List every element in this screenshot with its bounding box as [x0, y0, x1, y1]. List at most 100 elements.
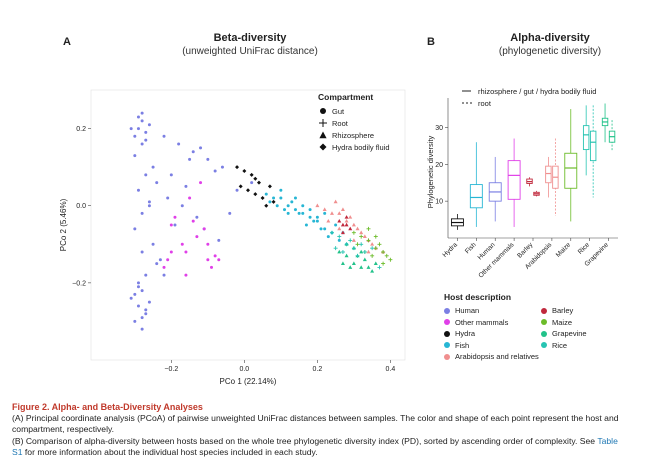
point-gut	[147, 204, 151, 208]
point-root	[351, 230, 356, 235]
table-link[interactable]: Table	[597, 435, 618, 446]
legend-item-hydra-fluid: Hydra bodily fluid	[318, 141, 390, 153]
point-root	[333, 246, 338, 251]
point-gut	[286, 204, 290, 208]
box-arabidopsis	[552, 138, 559, 216]
point-gut	[319, 227, 323, 231]
point-gut	[184, 250, 188, 254]
box-grapevine	[601, 103, 609, 143]
point-hydra-fluid	[267, 184, 272, 189]
box-iqr	[507, 160, 521, 200]
alpha-y-tick-label: 20	[435, 162, 443, 169]
host-legend-label: Arabidopsis and relatives	[455, 352, 539, 362]
s1-link[interactable]: S1	[12, 446, 23, 457]
point-rhizosphere	[340, 207, 345, 211]
box-grapevine	[608, 120, 616, 152]
box-rice	[589, 105, 597, 198]
host-legend-label: Grapevine	[552, 329, 587, 339]
point-gut	[188, 196, 192, 200]
point-gut	[151, 165, 155, 169]
point-rhizosphere	[344, 215, 349, 219]
pcoa-ylabel: PCo 2 (5.46%)	[59, 198, 68, 251]
point-rhizosphere	[370, 242, 375, 246]
point-gut	[155, 262, 159, 266]
point-root	[373, 234, 378, 239]
point-gut	[140, 250, 144, 254]
point-gut	[217, 238, 221, 242]
point-gut	[199, 146, 203, 150]
point-gut	[195, 235, 199, 239]
alpha-x-tick-label: Fish	[464, 241, 478, 255]
point-gut	[140, 142, 144, 146]
point-root	[359, 234, 364, 239]
point-gut	[290, 200, 294, 204]
alpha-x-tick-label: Other mammals	[477, 241, 516, 280]
point-gut	[206, 242, 210, 246]
host-legend-item: Grapevine	[541, 329, 587, 338]
panel-a-title: Beta-diversity	[213, 32, 287, 44]
host-color-dot	[541, 319, 547, 326]
point-rhizosphere	[326, 218, 331, 223]
point-rhizosphere	[344, 222, 349, 227]
point-gut	[136, 304, 140, 308]
alpha-y-tick-label: 10	[435, 199, 443, 206]
point-rhizosphere	[337, 249, 342, 254]
point-gut	[191, 150, 195, 154]
point-gut	[297, 211, 301, 215]
point-gut	[279, 188, 283, 192]
point-gut	[136, 127, 140, 131]
x-tick-label: 0.4	[386, 366, 396, 373]
panel-b-title: Alpha-diversity	[510, 32, 590, 44]
point-gut	[199, 181, 203, 185]
point-rhizosphere	[344, 253, 349, 258]
point-gut	[140, 111, 144, 115]
point-gut	[166, 196, 170, 200]
point-rhizosphere	[340, 222, 345, 227]
point-gut	[202, 227, 206, 231]
solid-line-icon	[462, 90, 471, 92]
point-rhizosphere	[355, 226, 360, 231]
point-gut	[315, 219, 319, 223]
point-gut	[213, 254, 217, 258]
x-tick-label: 0.2	[313, 366, 323, 373]
point-gut	[279, 196, 283, 200]
point-gut	[133, 227, 137, 231]
host-color-dot	[541, 342, 547, 349]
point-gut	[144, 273, 148, 277]
point-gut	[235, 188, 239, 192]
point-gut	[264, 192, 268, 196]
x-tick-label: 0.0	[239, 366, 249, 373]
diamond-icon	[319, 143, 327, 151]
alpha-x-tick-label: Hydra	[441, 241, 459, 259]
box-barley	[526, 177, 533, 187]
figure-caption: Figure 2. Alpha- and Beta-Diversity Anal…	[12, 402, 662, 458]
point-rhizosphere	[340, 230, 345, 235]
y-tick-label: 0.2	[76, 126, 86, 133]
box-barley	[533, 190, 540, 198]
point-root	[381, 250, 386, 254]
alpha-x-tick-label: Rice	[577, 241, 592, 256]
point-gut	[136, 188, 140, 192]
point-rhizosphere	[322, 207, 327, 211]
point-gut	[250, 181, 254, 185]
box-iqr	[564, 152, 578, 189]
host-color-dot	[444, 319, 450, 326]
host-legend-item: Hydra	[444, 329, 475, 338]
point-gut	[147, 300, 151, 304]
host-legend-item: Human	[444, 306, 479, 315]
host-legend-label: Maize	[552, 317, 573, 327]
point-gut	[315, 215, 319, 219]
point-gut	[268, 200, 272, 204]
point-rhizosphere	[359, 265, 364, 269]
point-hydra-fluid	[253, 192, 258, 197]
caption-title: Figure 2. Alpha- and Beta-Diversity Anal…	[12, 402, 203, 412]
point-gut	[147, 200, 151, 204]
point-gut	[155, 181, 159, 185]
point-gut	[184, 184, 188, 188]
point-gut	[169, 223, 173, 227]
panel-a-letter: A	[63, 36, 71, 48]
point-rhizosphere	[362, 234, 367, 238]
host-legend-item: Fish	[444, 341, 469, 350]
point-gut	[133, 319, 137, 323]
alpha-x-tick-label: Maize	[555, 241, 573, 259]
